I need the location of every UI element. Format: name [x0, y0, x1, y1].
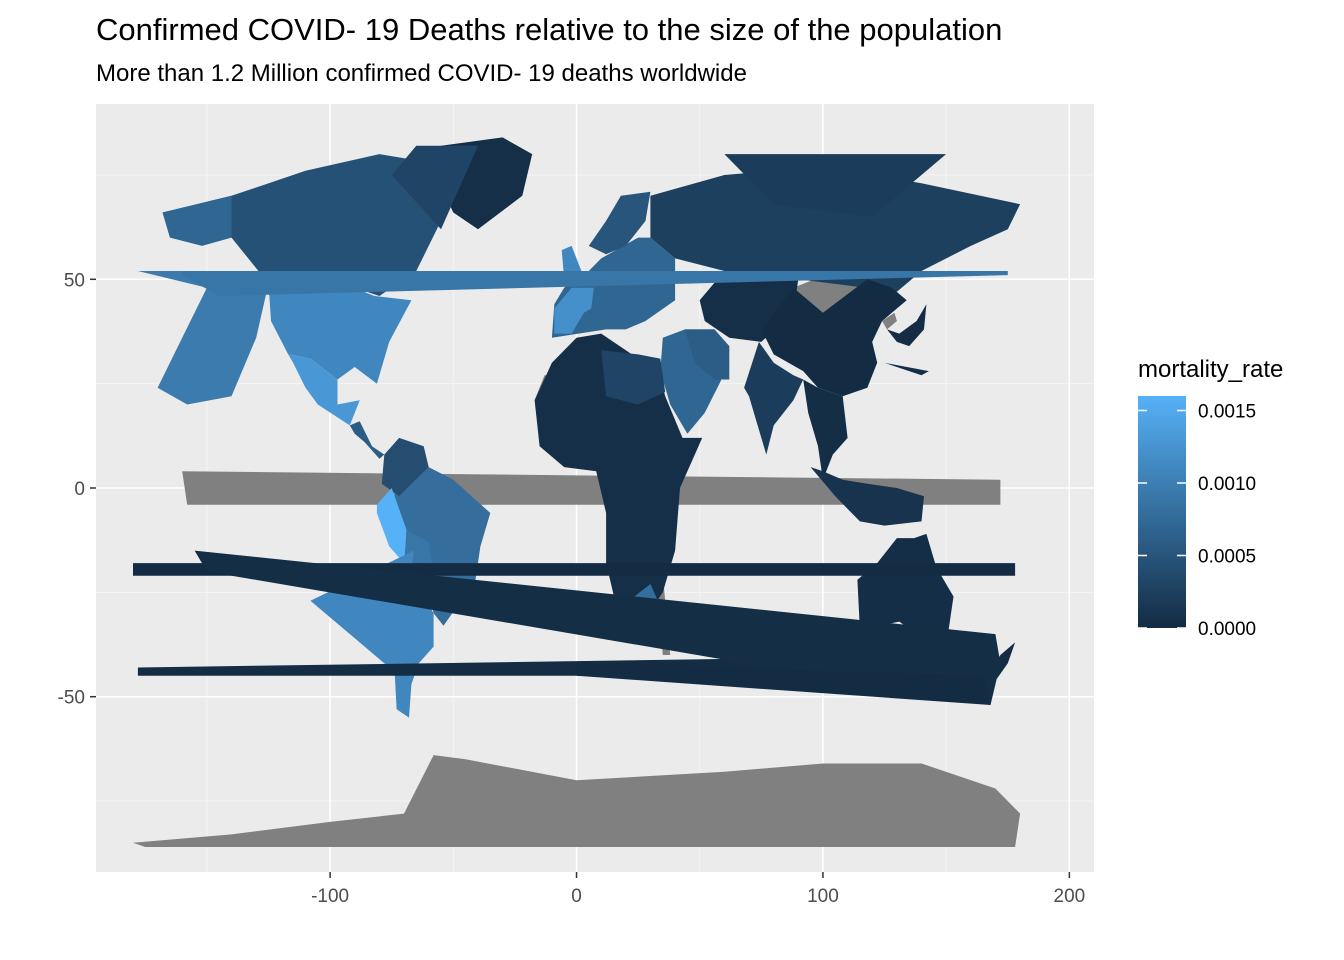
map-region [887, 304, 927, 347]
map-region [194, 550, 1001, 705]
map-region [554, 287, 594, 334]
map-region [810, 467, 924, 526]
map-region [724, 154, 947, 217]
y-tick-label: 0 [74, 479, 85, 500]
legend-breaks: 0.0015 0.0010 0.0005 0.0000 [1138, 402, 1256, 640]
legend-colorbar [1138, 396, 1186, 628]
map-regions [133, 137, 1021, 718]
map-region [268, 283, 412, 384]
y-tick-label: -50 [58, 688, 85, 709]
legend-title: mortality_rate [1138, 356, 1283, 383]
map-region [162, 154, 441, 296]
legend-break-label: 0.0010 [1198, 474, 1256, 495]
map-region [182, 271, 1008, 296]
map-region [601, 350, 666, 405]
map-region [650, 166, 1021, 292]
legend-break-label: 0.0005 [1198, 547, 1256, 568]
map-region [137, 271, 269, 405]
y-axis: -50 0 50 [58, 270, 96, 709]
no-data-region [882, 312, 897, 330]
chart-title: Confirmed COVID- 19 Deaths relative to t… [96, 12, 1003, 47]
x-tick-label: -100 [311, 886, 349, 907]
x-axis: -100 0 100 200 [311, 872, 1085, 907]
legend-break-label: 0.0000 [1198, 619, 1256, 640]
map-region [684, 329, 730, 380]
map-region [381, 437, 429, 497]
map-region [561, 245, 582, 280]
map-region [288, 354, 360, 426]
y-tick-label: 50 [64, 270, 85, 291]
map-region [588, 191, 651, 255]
no-data-region [133, 755, 1021, 847]
map-region [376, 488, 407, 564]
chart-subtitle: More than 1.2 Million confirmed COVID- 1… [96, 60, 747, 87]
map-region [576, 663, 991, 705]
map-region [803, 379, 848, 480]
legend-break-label: 0.0015 [1198, 402, 1256, 423]
map-region [391, 145, 478, 230]
x-tick-label: 0 [571, 886, 582, 907]
map-region [534, 333, 703, 630]
map-region [761, 279, 907, 397]
map-region [744, 341, 804, 455]
x-tick-label: 100 [807, 886, 839, 907]
map-region [162, 195, 232, 246]
x-tick-label: 200 [1054, 886, 1086, 907]
legend: mortality_rate 0.0015 0.0010 0.0005 0.0000 [1138, 356, 1283, 640]
map-region [884, 362, 929, 376]
map-region [349, 421, 385, 459]
